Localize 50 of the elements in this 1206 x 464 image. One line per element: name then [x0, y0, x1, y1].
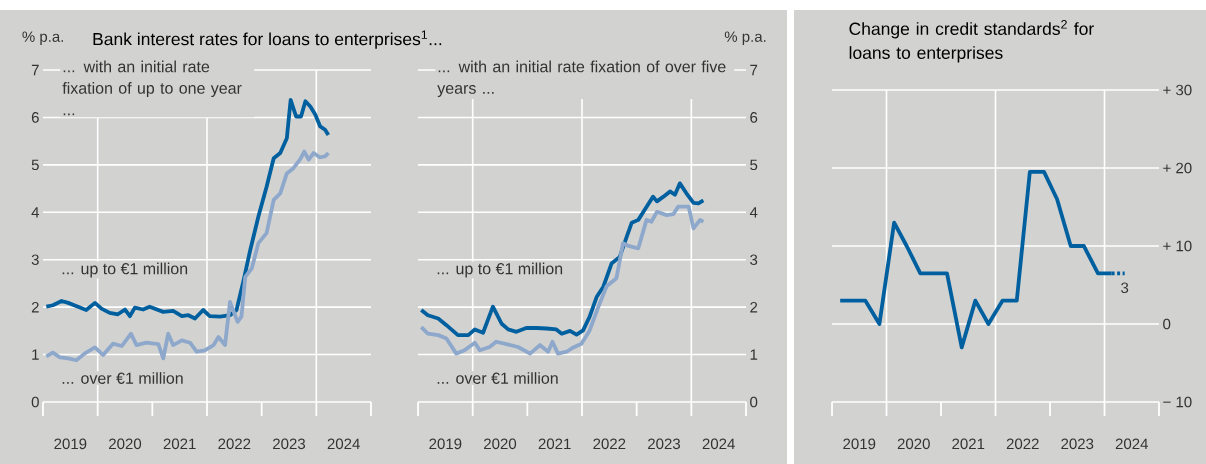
text: ... with an initial rate fixation of up to one year ... — [62, 60, 242, 116]
text: ... up to €1 million — [437, 262, 563, 278]
x-tick-label: 2019 — [843, 438, 876, 450]
y-tick-label: − 10 — [1163, 396, 1192, 408]
y-tick-label: 2 — [750, 301, 758, 313]
y-tick-label: 3 — [31, 254, 39, 266]
series-label: ... over €1 million — [437, 372, 558, 384]
y-tick-label: 2 — [31, 301, 39, 313]
y-tick-label: 7 — [750, 64, 758, 76]
x-tick-label: 2021 — [538, 438, 571, 450]
y-axis-title: % p.a. — [22, 31, 64, 45]
y-tick-label: 6 — [31, 112, 39, 123]
x-tick-label: 2024 — [327, 438, 360, 450]
y-axis-title: % p.a. — [724, 31, 766, 45]
x-tick-label: 2023 — [648, 438, 681, 450]
x-tick-label: 2021 — [952, 438, 985, 450]
chart-title: Bank interest rates for loans to enterprises$^{1}$... — [93, 30, 442, 49]
x-tick-label: 2022 — [218, 438, 251, 450]
y-tick-label: 1 — [32, 349, 39, 360]
series-label: ... over €1 million — [62, 372, 183, 384]
y-tick-label: 0 — [1163, 318, 1171, 330]
x-tick-label: 2020 — [897, 438, 930, 450]
x-tick-label: 2019 — [429, 438, 462, 450]
y-tick-label: + 30 — [1163, 84, 1192, 96]
y-tick-label: 1 — [750, 349, 758, 360]
x-tick-label: 2024 — [702, 438, 735, 450]
x-tick-label: 2020 — [484, 438, 517, 450]
x-tick-label: 2024 — [1115, 438, 1148, 450]
y-tick-label: 3 — [750, 254, 758, 266]
y-tick-label: 0 — [750, 396, 758, 408]
x-tick-label: 2022 — [1006, 438, 1039, 450]
y-tick-label: 6 — [750, 112, 758, 123]
x-tick-label: 2023 — [273, 438, 306, 450]
y-tick-label: 5 — [31, 159, 39, 171]
y-tick-label: 0 — [31, 396, 39, 408]
chart-subtitle: ... with an initial rate fixation of over five years ... — [437, 60, 726, 97]
y-tick-label: + 10 — [1163, 240, 1192, 252]
y-tick-label: 4 — [31, 207, 40, 218]
series-label: ... up to €1 million — [62, 262, 188, 278]
y-tick-label: 7 — [31, 64, 39, 76]
chart-title: Change in credit standards$^{2}$ for loans to enterprises — [849, 20, 1094, 63]
x-tick-label: 2022 — [593, 438, 626, 450]
x-tick-label: 2023 — [1061, 438, 1094, 450]
x-tick-label: 2019 — [54, 438, 87, 450]
y-tick-label: 5 — [750, 159, 758, 171]
x-tick-label: 2020 — [109, 438, 142, 450]
y-tick-label: + 20 — [1163, 162, 1192, 174]
annotation: 3 — [1121, 282, 1129, 294]
x-tick-label: 2021 — [163, 438, 196, 450]
y-tick-label: 4 — [749, 207, 758, 218]
